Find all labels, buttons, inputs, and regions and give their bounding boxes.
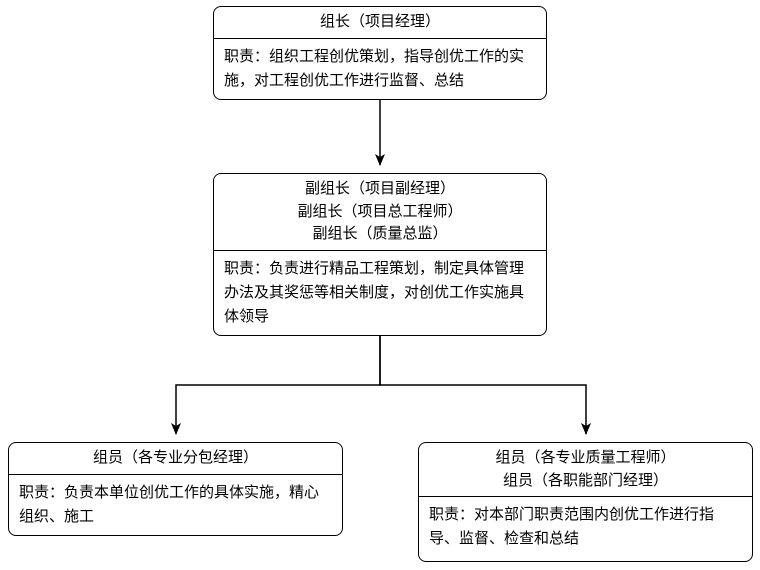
node-deputy-title-3: 副组长（质量总监） [222,223,538,246]
node-leader: 组长（项目经理） 职责：组织工程创优策划，指导创优工作的实施，对工程创优工作进行… [213,6,547,100]
node-deputy-title-2: 副组长（项目总工程师） [222,201,538,224]
node-deputy-body: 职责：负责进行精品工程策划，制定具体管理办法及其奖惩等相关制度，对创优工作实施具… [214,251,546,335]
node-member-quality-header: 组员（各专业质量工程师） 组员（各职能部门经理） [419,443,752,497]
node-deputy-header: 副组长（项目副经理） 副组长（项目总工程师） 副组长（质量总监） [214,174,546,251]
node-leader-header: 组长（项目经理） [214,7,546,39]
node-deputy: 副组长（项目副经理） 副组长（项目总工程师） 副组长（质量总监） 职责：负责进行… [213,173,547,336]
node-member-quality: 组员（各专业质量工程师） 组员（各职能部门经理） 职责：对本部门职责范围内创优工… [418,442,753,562]
node-member-subcontract-body: 职责：负责本单位创优工作的具体实施，精心组织、施工 [9,475,342,535]
node-member-subcontract-title: 组员（各专业分包经理） [17,447,334,470]
node-member-subcontract: 组员（各专业分包经理） 职责：负责本单位创优工作的具体实施，精心组织、施工 [8,442,343,536]
node-member-subcontract-header: 组员（各专业分包经理） [9,443,342,475]
node-leader-body: 职责：组织工程创优策划，指导创优工作的实施，对工程创优工作进行监督、总结 [214,39,546,99]
node-member-quality-title-2: 组员（各职能部门经理） [427,470,744,493]
node-leader-title: 组长（项目经理） [222,11,538,34]
node-member-quality-title-1: 组员（各专业质量工程师） [427,447,744,470]
node-deputy-title-1: 副组长（项目副经理） [222,178,538,201]
node-member-quality-body: 职责：对本部门职责范围内创优工作进行指导、监督、检查和总结 [419,497,752,557]
